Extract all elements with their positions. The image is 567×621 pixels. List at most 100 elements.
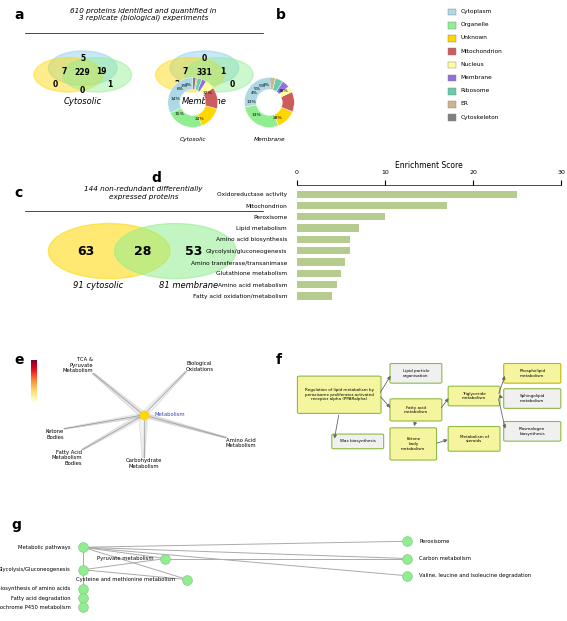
Wedge shape [269, 78, 271, 89]
Bar [297, 247, 350, 255]
Text: Organelle: Organelle [461, 22, 489, 27]
Wedge shape [276, 81, 289, 94]
Circle shape [115, 224, 236, 279]
FancyBboxPatch shape [448, 386, 500, 406]
Text: Nucleus: Nucleus [461, 62, 485, 67]
Circle shape [48, 51, 117, 85]
Text: 610 proteins identified and quantified in
3 replicate (biological) experiments: 610 proteins identified and quantified i… [70, 7, 217, 21]
Wedge shape [197, 79, 206, 91]
Wedge shape [193, 78, 196, 89]
Wedge shape [200, 81, 213, 95]
Text: 0: 0 [229, 79, 235, 89]
Text: 5: 5 [80, 53, 85, 63]
Text: ER: ER [461, 101, 469, 106]
Text: Valine, leucine and isoleucine degradation: Valine, leucine and isoleucine degradati… [420, 573, 531, 578]
Text: Phospholipid
metabolism: Phospholipid metabolism [519, 369, 545, 378]
Text: Plasmalogen
biosynthesis: Plasmalogen biosynthesis [519, 427, 545, 435]
X-axis label: Enrichment Score: Enrichment Score [395, 161, 463, 170]
Text: Sphingolipid
metabolism: Sphingolipid metabolism [519, 394, 545, 403]
Text: Carbohydrate
Metabolism: Carbohydrate Metabolism [125, 458, 162, 469]
FancyBboxPatch shape [448, 427, 500, 451]
Text: 32%: 32% [203, 91, 213, 95]
Bar [447, 88, 455, 94]
Bar [297, 202, 447, 209]
Text: 14%: 14% [170, 97, 180, 101]
Bar [447, 48, 455, 55]
Bar [297, 191, 517, 198]
Bar [297, 258, 345, 266]
Text: f: f [276, 353, 282, 367]
Text: c: c [14, 186, 22, 200]
Text: 3%: 3% [184, 83, 191, 87]
FancyBboxPatch shape [390, 399, 442, 421]
Text: Mitochondrion: Mitochondrion [461, 48, 502, 53]
Text: Triglyceride
metabolism: Triglyceride metabolism [462, 392, 486, 401]
Text: Amino Acid
Metabolism: Amino Acid Metabolism [226, 438, 257, 448]
Wedge shape [273, 78, 283, 91]
Wedge shape [244, 78, 269, 107]
Wedge shape [194, 78, 197, 89]
Wedge shape [168, 78, 193, 113]
Text: Lipid particle
organisation: Lipid particle organisation [403, 369, 429, 378]
Text: 13%: 13% [252, 113, 261, 117]
Text: 3%: 3% [263, 83, 270, 87]
Text: b: b [276, 7, 286, 22]
Bar [297, 270, 341, 277]
Text: 13%: 13% [247, 100, 256, 104]
Wedge shape [197, 106, 217, 125]
Bar [297, 281, 337, 288]
Text: 5%: 5% [254, 87, 261, 91]
Bar [297, 292, 332, 300]
Wedge shape [170, 108, 202, 127]
Wedge shape [195, 78, 202, 91]
Text: Membrane: Membrane [182, 97, 227, 106]
Text: Glycolysis/Gluconeogenesis: Glycolysis/Gluconeogenesis [0, 567, 71, 573]
Bar [447, 35, 455, 42]
Text: Cytosolic: Cytosolic [180, 137, 206, 142]
Text: 63: 63 [77, 245, 94, 258]
Text: 15%: 15% [175, 112, 184, 116]
Text: 8: 8 [202, 86, 207, 95]
Text: 229: 229 [75, 68, 91, 78]
FancyBboxPatch shape [503, 422, 561, 441]
Bar [447, 101, 455, 108]
Text: Metabolism of
steroids: Metabolism of steroids [460, 435, 489, 443]
FancyBboxPatch shape [298, 376, 381, 414]
Text: 1: 1 [221, 67, 226, 76]
Text: 3%: 3% [181, 84, 188, 88]
Text: 2: 2 [174, 79, 180, 89]
Text: 24%: 24% [194, 117, 204, 121]
Wedge shape [245, 105, 278, 127]
Text: 53: 53 [185, 245, 202, 258]
Text: 91 cytosolic: 91 cytosolic [74, 281, 124, 290]
Wedge shape [280, 86, 292, 97]
Text: Cysteine and methionine metabolism: Cysteine and methionine metabolism [76, 577, 175, 582]
Text: 28%: 28% [278, 89, 288, 93]
Text: Ketone
body
metabolism: Ketone body metabolism [401, 437, 425, 450]
Text: Ribosome: Ribosome [461, 88, 490, 93]
Wedge shape [274, 107, 293, 125]
Text: Regulation of lipid metabolism by
peroxisome proliferator-activated
receptor alp: Regulation of lipid metabolism by peroxi… [304, 388, 374, 401]
Circle shape [34, 58, 103, 92]
Text: 1: 1 [108, 79, 113, 89]
Bar [447, 75, 455, 81]
Text: Pyruvate metabolism: Pyruvate metabolism [96, 556, 153, 561]
Text: d: d [151, 171, 162, 184]
Text: TCA &
Pyruvate
Metabolism: TCA & Pyruvate Metabolism [63, 357, 94, 373]
Text: Metabolic pathways: Metabolic pathways [18, 545, 71, 550]
Text: Ketone
Bodies: Ketone Bodies [46, 428, 64, 440]
Text: Wax biosynthesis: Wax biosynthesis [340, 440, 375, 443]
Text: Cytosolic: Cytosolic [64, 97, 102, 106]
Circle shape [48, 224, 170, 279]
Text: Unknown: Unknown [461, 35, 488, 40]
Text: Cytochrome P450 metabolism: Cytochrome P450 metabolism [0, 605, 71, 610]
Text: e: e [14, 353, 23, 367]
Text: Biosynthesis of amino acids: Biosynthesis of amino acids [0, 586, 71, 591]
Bar [297, 236, 350, 243]
Circle shape [184, 58, 253, 92]
FancyBboxPatch shape [390, 428, 437, 460]
Text: g: g [11, 517, 21, 532]
Text: 19: 19 [96, 67, 107, 76]
Circle shape [155, 58, 225, 92]
Text: Membrane: Membrane [461, 75, 493, 80]
